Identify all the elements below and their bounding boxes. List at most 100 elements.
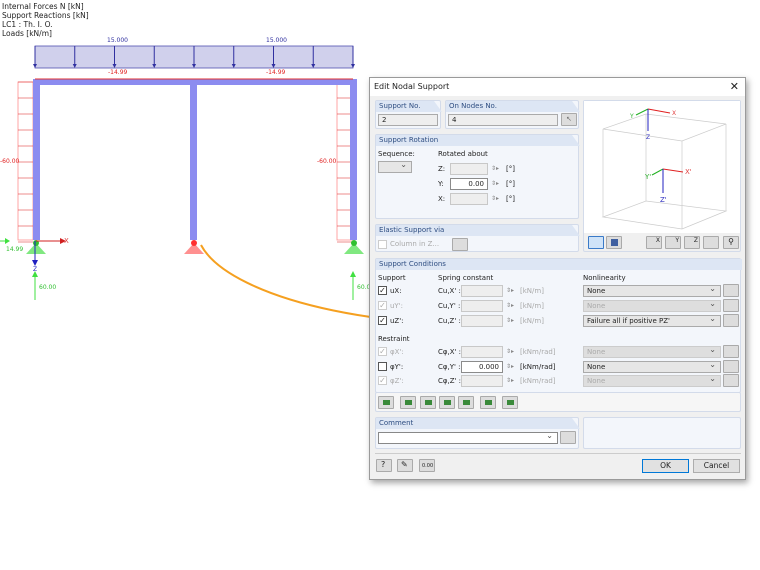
elastic-title: Elastic Support via	[376, 225, 580, 236]
nonlinearity-select[interactable]: None	[583, 345, 721, 358]
support-type-fixed-x-button[interactable]	[439, 396, 455, 409]
comment-library-button[interactable]	[560, 431, 576, 444]
left-column	[33, 82, 40, 240]
support-left	[26, 243, 46, 254]
pick-node-button[interactable]: ↖	[561, 113, 577, 126]
load-arrowhead	[112, 64, 117, 68]
preview-panel: X Y Z X' Y' Z' X Y Z ⚲	[583, 100, 741, 252]
spring-input[interactable]	[461, 285, 503, 297]
spinner[interactable]: ⇕▸	[490, 180, 500, 187]
support-type-hinged-button[interactable]	[378, 396, 394, 409]
nonlinearity-select[interactable]: None	[583, 374, 721, 387]
spinner[interactable]: ⇕▸	[505, 317, 515, 324]
ok-button[interactable]: OK	[642, 459, 689, 473]
spinner[interactable]: ⇕▸	[490, 195, 500, 202]
nonlinearity-edit-button[interactable]	[723, 345, 739, 358]
x-axis-label: X	[64, 237, 69, 245]
close-icon[interactable]: ✕	[729, 80, 739, 93]
view-z-button[interactable]: Z	[684, 236, 700, 249]
pencil-icon: ✎	[401, 460, 408, 469]
support-checkbox[interactable]: ✓	[378, 347, 387, 356]
support-right	[344, 243, 364, 254]
spring-input[interactable]	[461, 346, 503, 358]
spring-input[interactable]	[461, 375, 503, 387]
nonlinearity-edit-button[interactable]	[723, 374, 739, 387]
help-icon: ?	[381, 460, 386, 469]
support-type-roller-button[interactable]	[420, 396, 436, 409]
help-button[interactable]: ?	[376, 459, 392, 472]
support-no-field[interactable]: 2	[378, 114, 438, 126]
pointer-icon: ↖	[566, 115, 572, 123]
comment-panel: Comment	[375, 417, 579, 449]
support-type-fixed-y-button[interactable]	[458, 396, 474, 409]
force-label: -14.99	[266, 69, 286, 76]
nonlinearity-edit-button[interactable]	[723, 284, 739, 297]
support-type-fixed-button[interactable]	[400, 396, 416, 409]
support-checkbox[interactable]: ✓	[378, 286, 387, 295]
nonlinearity-edit-button[interactable]	[723, 299, 739, 312]
cancel-button[interactable]: Cancel	[693, 459, 740, 473]
on-nodes-field[interactable]: 4	[448, 114, 558, 126]
zoom-button[interactable]: ⚲	[723, 236, 739, 249]
spring-unit: [kN/m]	[520, 302, 544, 310]
rotation-axis-label: Y:	[438, 180, 444, 188]
column-label: Column in Z...	[390, 240, 440, 248]
spinner[interactable]: ⇕▸	[505, 377, 515, 384]
load-arrowhead	[231, 64, 236, 68]
rotated-about-label: Rotated about	[438, 150, 488, 158]
iso-view-button[interactable]	[703, 236, 719, 249]
axis-z: Z	[646, 134, 650, 141]
units-button[interactable]: 0.00	[419, 459, 435, 472]
nonlinearity-select[interactable]: Failure all if positive PZ'	[583, 314, 721, 327]
rotation-input[interactable]: 0.00	[450, 178, 488, 190]
support-icon	[405, 400, 412, 405]
nonlinearity-edit-button[interactable]	[723, 314, 739, 327]
nonlinearity-select[interactable]: None	[583, 299, 721, 312]
spring-label: Cφ,X' :	[438, 348, 462, 356]
axes-view-button[interactable]	[588, 236, 604, 249]
spinner[interactable]: ⇕▸	[505, 302, 515, 309]
load-arrowhead	[271, 64, 276, 68]
normal-force-left	[17, 81, 34, 241]
support-checkbox[interactable]	[378, 361, 387, 371]
solid-view-button[interactable]	[606, 236, 622, 249]
spring-input[interactable]: 0.000	[461, 360, 503, 373]
load-arrowhead	[351, 64, 355, 68]
info-panel	[583, 417, 741, 449]
spinner[interactable]: ⇕▸	[505, 348, 515, 355]
column-edit-button[interactable]	[452, 238, 468, 251]
spinner[interactable]: ⇕▸	[505, 362, 515, 370]
sequence-select[interactable]	[378, 160, 412, 173]
support-checkbox[interactable]: ✓	[378, 316, 387, 325]
support-icon	[507, 400, 514, 405]
spring-input[interactable]	[461, 300, 503, 312]
number-icon: 0.00	[422, 463, 434, 469]
support-checkbox[interactable]: ✓	[378, 376, 387, 385]
edit-nodal-support-dialog: Edit Nodal Support ✕ Support No. 2 On Nod…	[369, 77, 746, 480]
support-no-panel: Support No. 2	[375, 100, 441, 129]
spring-input[interactable]	[461, 315, 503, 327]
view-y-button[interactable]: Y	[665, 236, 681, 249]
column-checkbox[interactable]	[378, 240, 387, 249]
spinner[interactable]: ⇕▸	[505, 287, 515, 294]
rotation-input[interactable]	[450, 193, 488, 205]
dof-label: φY':	[390, 362, 404, 371]
support-col-label: Support	[378, 274, 406, 282]
support-checkbox[interactable]: ✓	[378, 301, 387, 310]
support-icon	[444, 400, 451, 405]
nonlinearity-edit-button[interactable]	[723, 359, 739, 373]
spring-unit: [kN/m]	[520, 287, 544, 295]
support-type-wall-button[interactable]	[480, 396, 496, 409]
reaction-label: 14.99	[6, 246, 24, 253]
nonlinearity-select[interactable]: None	[583, 284, 721, 297]
edit-button[interactable]: ✎	[397, 459, 413, 472]
spinner[interactable]: ⇕▸	[490, 165, 500, 172]
rotation-input[interactable]	[450, 163, 488, 175]
rotation-axis-label: X:	[438, 195, 446, 203]
view-x-button[interactable]: X	[646, 236, 662, 249]
rotation-unit: [°]	[506, 165, 515, 173]
support-type-free-button[interactable]	[502, 396, 518, 409]
comment-input[interactable]	[378, 431, 558, 444]
nonlinearity-select[interactable]: None	[583, 360, 721, 373]
